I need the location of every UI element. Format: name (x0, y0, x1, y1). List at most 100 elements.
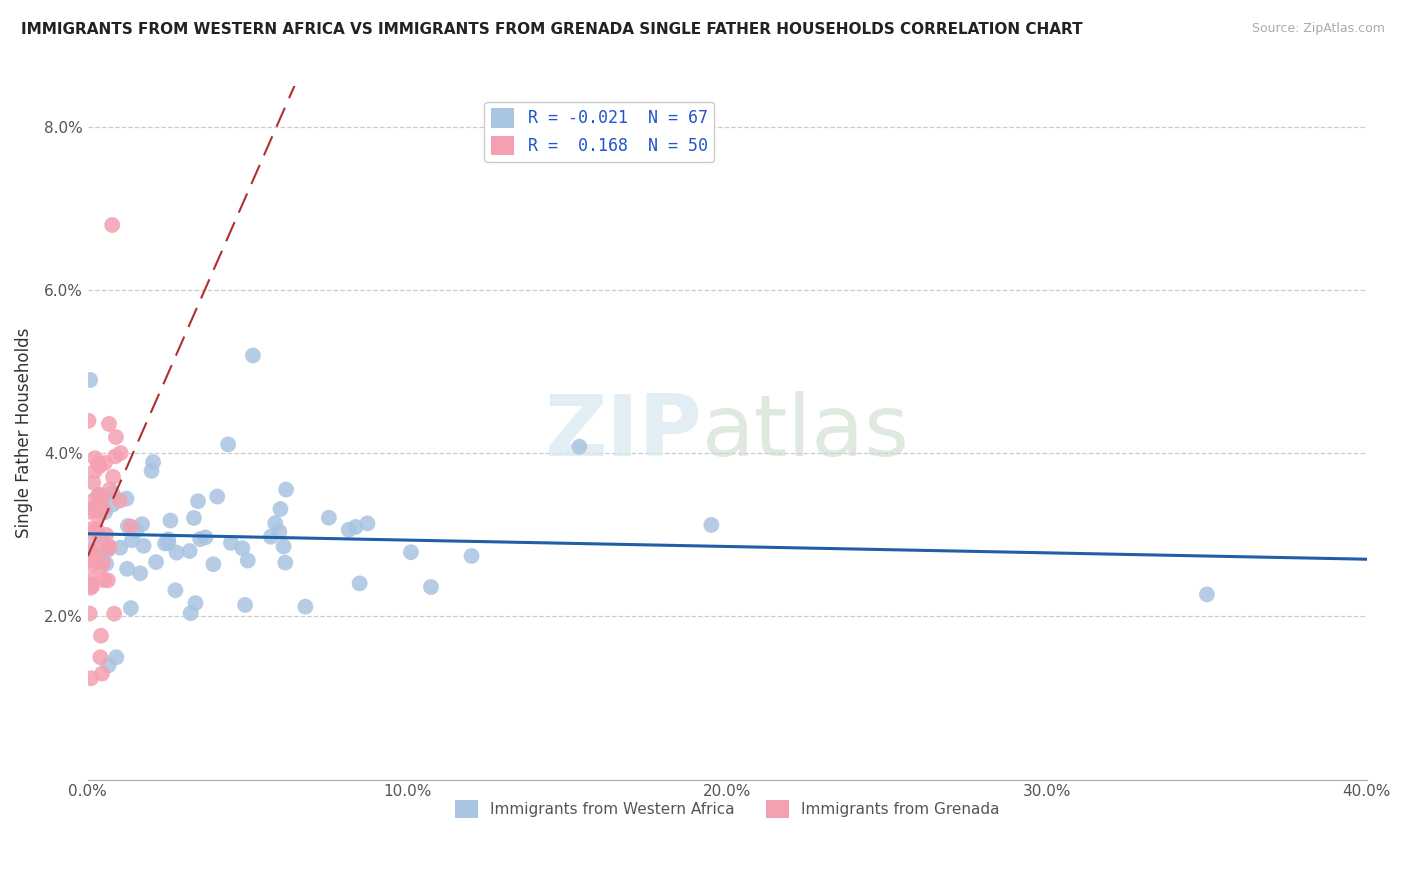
Point (153, 536, 176, 550)
Point (97, 542, 120, 557)
Point (96, 557, 118, 571)
Point (86, 503, 108, 517)
Point (120, 601, 142, 615)
Point (166, 546, 188, 560)
Point (89, 488, 111, 502)
Point (79, 577, 101, 591)
Point (337, 523, 360, 537)
Point (194, 530, 217, 544)
Point (188, 532, 211, 546)
Point (98, 540, 121, 554)
Point (242, 349, 264, 363)
Point (184, 596, 207, 610)
Point (82, 549, 104, 564)
Point (110, 446, 132, 460)
Point (273, 540, 295, 554)
Point (145, 555, 167, 569)
Point (87, 502, 110, 516)
Point (89, 650, 111, 665)
Point (79, 373, 101, 387)
Point (202, 558, 225, 572)
Point (87, 547, 110, 561)
Point (233, 598, 256, 612)
Point (141, 464, 163, 478)
Point (80, 572, 103, 586)
Point (93, 573, 115, 587)
Point (219, 536, 242, 550)
Point (125, 524, 148, 538)
Point (568, 440, 591, 454)
Point (98, 483, 121, 497)
Point (104, 430, 127, 444)
Point (82, 525, 104, 540)
Point (87, 456, 110, 470)
Point (87, 497, 110, 511)
Legend: Immigrants from Western Africa, Immigrants from Grenada: Immigrants from Western Africa, Immigran… (450, 794, 1005, 824)
Point (77, 505, 100, 519)
Point (159, 514, 181, 528)
Point (132, 539, 155, 553)
Point (83, 464, 105, 478)
Point (420, 580, 443, 594)
Point (217, 437, 239, 451)
Point (131, 517, 153, 532)
Point (103, 607, 125, 621)
Point (87, 487, 110, 501)
Point (91, 501, 114, 516)
Point (108, 493, 131, 508)
Point (89, 458, 111, 473)
Point (91, 491, 114, 506)
Point (356, 516, 378, 531)
Point (117, 519, 139, 533)
Point (460, 549, 482, 563)
Text: IMMIGRANTS FROM WESTERN AFRICA VS IMMIGRANTS FROM GRENADA SINGLE FATHER HOUSEHOL: IMMIGRANTS FROM WESTERN AFRICA VS IMMIGR… (21, 22, 1083, 37)
Point (90, 629, 112, 643)
Point (94, 528, 117, 542)
Point (80, 671, 103, 685)
Point (98, 417, 121, 431)
Point (129, 566, 152, 581)
Point (183, 511, 205, 525)
Text: Source: ZipAtlas.com: Source: ZipAtlas.com (1251, 22, 1385, 36)
Point (120, 519, 142, 533)
Point (86, 508, 108, 523)
Point (97, 574, 120, 588)
Point (142, 455, 165, 469)
Y-axis label: Single Father Households: Single Father Households (15, 327, 32, 538)
Point (344, 520, 367, 534)
Point (77, 414, 100, 428)
Point (318, 510, 340, 524)
Point (82, 501, 104, 516)
Point (399, 545, 422, 559)
Point (294, 599, 316, 614)
Point (179, 544, 201, 558)
Text: atlas: atlas (702, 392, 910, 475)
Point (264, 516, 287, 531)
Point (91, 666, 114, 681)
Point (83, 493, 105, 508)
Point (700, 517, 723, 532)
Point (269, 502, 291, 516)
Point (79, 541, 101, 556)
Point (121, 533, 143, 548)
Point (101, 218, 124, 232)
Point (115, 491, 138, 506)
Point (87, 540, 110, 554)
Point (97, 658, 120, 673)
Point (77, 553, 100, 567)
Point (207, 490, 229, 504)
Point (105, 650, 128, 665)
Point (236, 553, 259, 567)
Point (79, 546, 101, 560)
Point (110, 541, 132, 555)
Point (180, 606, 202, 620)
Point (94, 456, 117, 470)
Point (82, 579, 104, 593)
Point (90, 530, 112, 544)
Point (82, 558, 104, 572)
Point (82, 475, 104, 490)
Point (82, 549, 104, 564)
Point (157, 536, 180, 550)
Point (274, 556, 297, 570)
Point (1195, 587, 1218, 601)
